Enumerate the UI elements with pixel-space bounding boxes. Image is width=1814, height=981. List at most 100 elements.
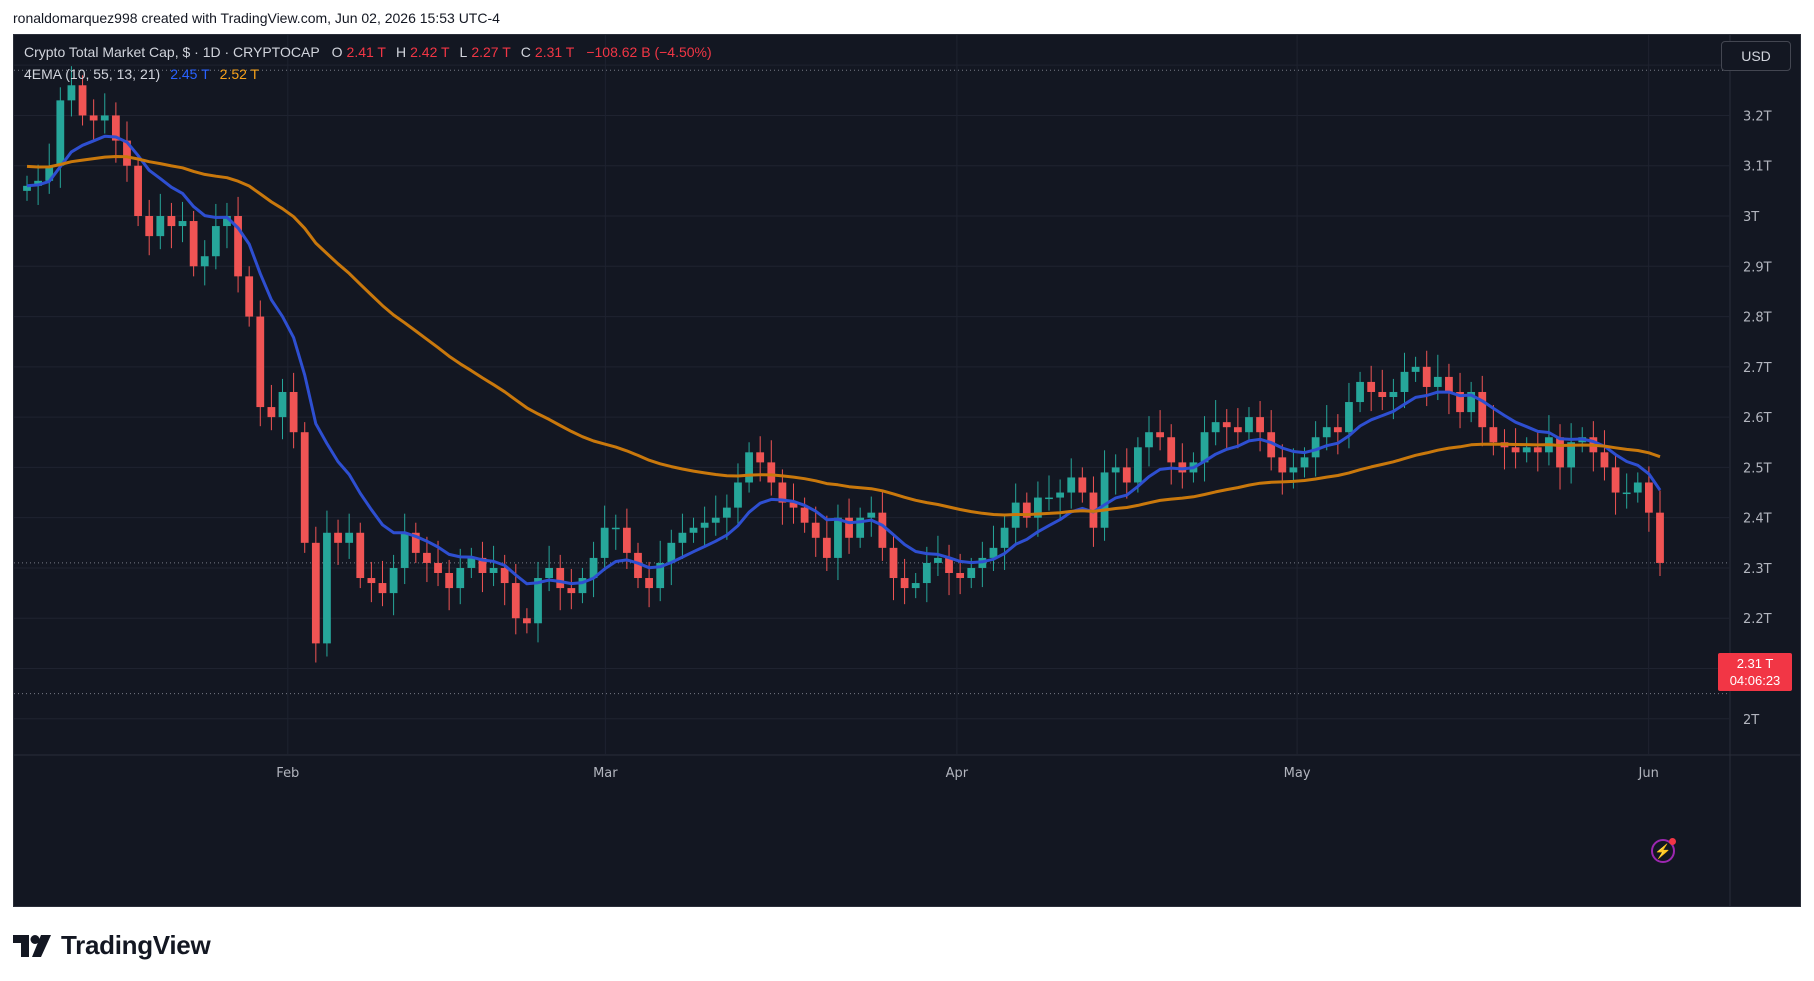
candle-body xyxy=(1467,391,1476,413)
candle-body xyxy=(211,226,220,257)
candle-body xyxy=(934,557,942,563)
candle xyxy=(134,155,142,227)
candle-body xyxy=(1433,376,1442,387)
price-tick-label: 2.9T xyxy=(1743,260,1772,275)
ema-slow-line xyxy=(26,155,1661,517)
time-tick-label: Jun xyxy=(1638,766,1659,781)
candle xyxy=(1322,405,1331,451)
open-value: 2.41 T xyxy=(346,44,386,60)
candle-body xyxy=(89,115,98,121)
candle-body xyxy=(989,547,998,558)
candle xyxy=(489,545,498,587)
candle xyxy=(767,440,776,496)
candle-body xyxy=(1378,391,1387,398)
candle-body xyxy=(1556,437,1564,468)
open-label: O xyxy=(331,44,343,60)
candle-body xyxy=(767,462,776,483)
candle xyxy=(1656,490,1664,577)
candle-body xyxy=(189,221,198,267)
candlestick-chart[interactable]: 2T2.1T2.2T2.3T2.4T2.5T2.6T2.7T2.8T2.9T3T… xyxy=(14,35,1800,906)
candle xyxy=(389,554,398,616)
candle-body xyxy=(1533,447,1542,453)
candle-body xyxy=(578,578,587,594)
candle-body xyxy=(967,567,976,579)
candle xyxy=(411,522,420,563)
price-tick-label: 2T xyxy=(1743,713,1759,728)
candle-body xyxy=(456,567,465,589)
candle xyxy=(367,561,376,603)
high-label: H xyxy=(395,44,407,60)
candle-body xyxy=(1000,527,1009,548)
candle-body xyxy=(1611,467,1620,493)
candle xyxy=(922,546,931,603)
candle-body xyxy=(289,391,298,433)
candle-body xyxy=(1222,422,1231,428)
price-tick-label: 2.4T xyxy=(1743,512,1772,527)
candle xyxy=(711,495,720,536)
candle-body xyxy=(822,537,831,558)
candle-body xyxy=(1645,482,1653,513)
candle-body xyxy=(245,276,254,317)
candle-body xyxy=(845,517,853,538)
candle-body xyxy=(489,567,498,573)
candle-body xyxy=(234,216,242,277)
tradingview-logo[interactable]: TradingView xyxy=(13,930,211,961)
candle xyxy=(1145,416,1153,467)
candle xyxy=(67,66,76,117)
candle-body xyxy=(1311,437,1320,458)
candle-body xyxy=(534,578,542,624)
candle xyxy=(1445,363,1453,415)
time-tick-label: Apr xyxy=(946,766,969,781)
candle xyxy=(778,469,787,525)
candle-body xyxy=(1656,512,1664,563)
candle-body xyxy=(1167,437,1176,463)
candle-body xyxy=(1211,422,1220,433)
indicator-title[interactable]: 4EMA (10, 55, 13, 21) xyxy=(24,66,161,82)
low-label: L xyxy=(459,44,468,60)
time-tick-label: Feb xyxy=(276,766,299,781)
candle xyxy=(834,504,842,581)
currency-button[interactable]: USD xyxy=(1721,41,1791,71)
candle-body xyxy=(834,517,842,558)
candle xyxy=(1411,356,1420,382)
candle-body xyxy=(1122,467,1131,483)
candle-body xyxy=(356,532,365,579)
symbol-title[interactable]: Crypto Total Market Cap, $ · 1D · CRYPTO… xyxy=(24,44,320,60)
candle-body xyxy=(545,567,554,579)
candle xyxy=(722,494,731,540)
candle xyxy=(845,498,853,554)
last-price-value: 2.31 T xyxy=(1736,656,1774,671)
candle-body xyxy=(1411,366,1420,372)
candle-body xyxy=(345,532,354,543)
candle xyxy=(1467,381,1476,423)
candle-body xyxy=(267,407,276,418)
candle-body xyxy=(1045,497,1053,500)
candle-body xyxy=(23,185,31,191)
candle-body xyxy=(956,572,965,579)
lightning-icon[interactable]: ⚡ xyxy=(1651,838,1676,863)
candle-body xyxy=(600,527,609,558)
candle-body xyxy=(423,552,431,563)
candle-body xyxy=(1100,472,1109,528)
candle xyxy=(200,240,209,286)
candle-body xyxy=(656,562,665,589)
candle xyxy=(867,496,876,537)
candle-body xyxy=(478,557,487,573)
candle xyxy=(345,513,354,559)
candle xyxy=(111,102,120,163)
candle-body xyxy=(1056,492,1065,498)
candle xyxy=(56,87,65,188)
candle-body xyxy=(1522,447,1531,453)
candle xyxy=(1511,428,1520,469)
candle xyxy=(1278,444,1287,495)
candle-body xyxy=(900,578,909,589)
change-value: −108.62 B (−4.50%) xyxy=(586,44,712,60)
candle-body xyxy=(1289,467,1298,473)
candle xyxy=(1178,443,1187,489)
chart-panel[interactable]: 2T2.1T2.2T2.3T2.4T2.5T2.6T2.7T2.8T2.9T3T… xyxy=(13,34,1801,907)
chart-grid xyxy=(14,35,1800,906)
candle xyxy=(1133,437,1142,493)
candle-body xyxy=(300,432,309,543)
candle xyxy=(734,463,742,524)
price-tick-label: 3.2T xyxy=(1743,109,1772,124)
